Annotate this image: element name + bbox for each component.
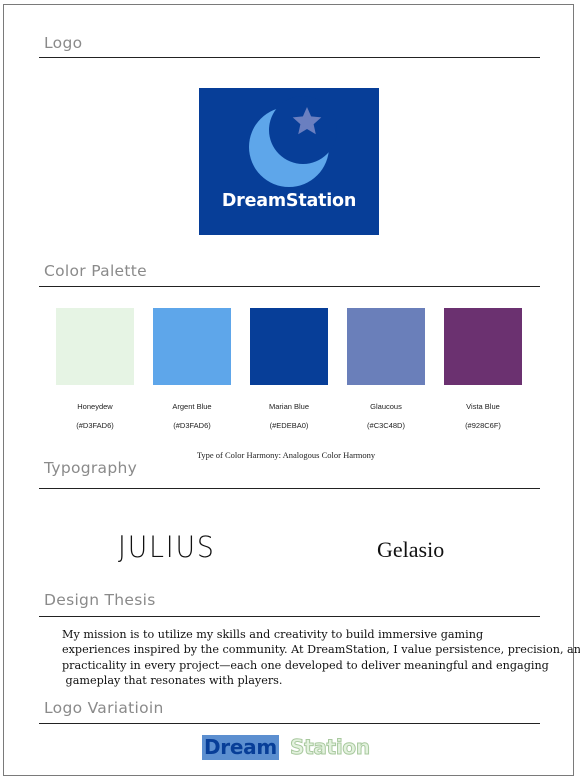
swatch-hex: (#EDEBA0) [269, 421, 309, 430]
swatch-hex: (#C3C48D) [367, 421, 405, 430]
section-title-variation: Logo Variatioin [44, 699, 164, 717]
divider [39, 723, 540, 724]
divider [39, 488, 540, 489]
swatch-name: Argent Blue [172, 402, 212, 411]
section-title-thesis: Design Thesis [44, 591, 156, 609]
section-title-typography: Typography [44, 459, 138, 477]
color-harmony-note: Type of Color Harmony: Analogous Color H… [196, 450, 376, 460]
dreamstation-logo: DreamStation [199, 88, 379, 235]
color-swatch [56, 308, 134, 385]
swatch-name: Glaucous [370, 402, 402, 411]
font-sample-gelasio: Gelasio [377, 537, 445, 562]
swatch-name: Honeydew [77, 402, 113, 411]
swatch-name: Marian Blue [268, 402, 310, 411]
font-sample-julius: JULIUS [118, 530, 216, 564]
divider [39, 616, 540, 617]
logo-art [249, 96, 337, 187]
thesis-line: experiences inspired by the community. A… [62, 643, 580, 657]
logo-wordmark: DreamStation [221, 191, 357, 211]
color-swatch [347, 308, 425, 385]
section-title-logo: Logo [44, 34, 83, 52]
thesis-line: My mission is to utilize my skills and c… [62, 628, 484, 641]
star-icon [292, 107, 322, 135]
color-swatch [250, 308, 328, 385]
swatch-hex: (#D3FAD6) [173, 421, 211, 430]
divider [39, 57, 540, 58]
section-title-palette: Color Palette [44, 262, 147, 280]
divider [39, 286, 540, 287]
thesis-line: practicality in every project—each one d… [62, 658, 549, 672]
logo-variation-station: Station [290, 735, 371, 760]
design-thesis-text: My mission is to utilize my skills and c… [62, 627, 580, 689]
swatch-hex: (#D3FAD6) [76, 421, 114, 430]
swatch-name: Vista Blue [466, 402, 500, 411]
swatch-hex: (#928C6F) [465, 421, 501, 430]
thesis-line: gameplay that resonates with players. [62, 674, 283, 688]
color-swatch [153, 308, 231, 385]
logo-variation-dream: Dream [202, 735, 279, 760]
color-swatch [444, 308, 522, 385]
